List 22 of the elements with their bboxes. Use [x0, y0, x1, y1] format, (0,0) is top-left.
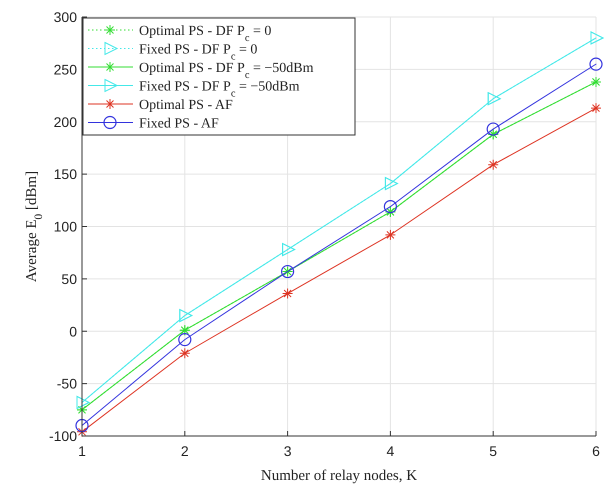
y-tick-label: -100	[48, 428, 78, 444]
y-tick-label: -50	[56, 376, 78, 392]
y-tick-label: 150	[54, 166, 78, 182]
y-tick-label: 0	[69, 323, 78, 340]
x-tick-label: 3	[284, 443, 292, 459]
x-tick-label: 5	[489, 443, 498, 459]
y-tick-label: 100	[54, 218, 78, 234]
x-tick-label: 1	[78, 443, 86, 459]
legend-label: Optimal PS - DF P$_{c}$ = −50dBm	[139, 61, 314, 80]
legend-label: Optimal PS - DF P$_{c}$ = 0	[139, 24, 272, 44]
legend-label: Fixed PS - DF P$_{c}$ = −50dBm	[139, 80, 300, 99]
y-tick-label: 300	[54, 9, 78, 25]
x-axis-title: Number of relay nodes, K	[260, 468, 418, 484]
y-tick-label: 50	[61, 270, 78, 287]
legend-label: Fixed PS - AF	[139, 116, 219, 132]
legend-label: Optimal PS - AF	[139, 98, 233, 113]
x-tick-label: 4	[386, 443, 394, 459]
y-tick-label: 200	[54, 114, 78, 130]
y-tick-label: 250	[54, 61, 78, 78]
legend-label: Fixed PS - DF P$_{c}$ = 0	[139, 42, 258, 62]
x-tick-label: 6	[592, 443, 600, 459]
x-tick-label: 2	[180, 443, 189, 459]
